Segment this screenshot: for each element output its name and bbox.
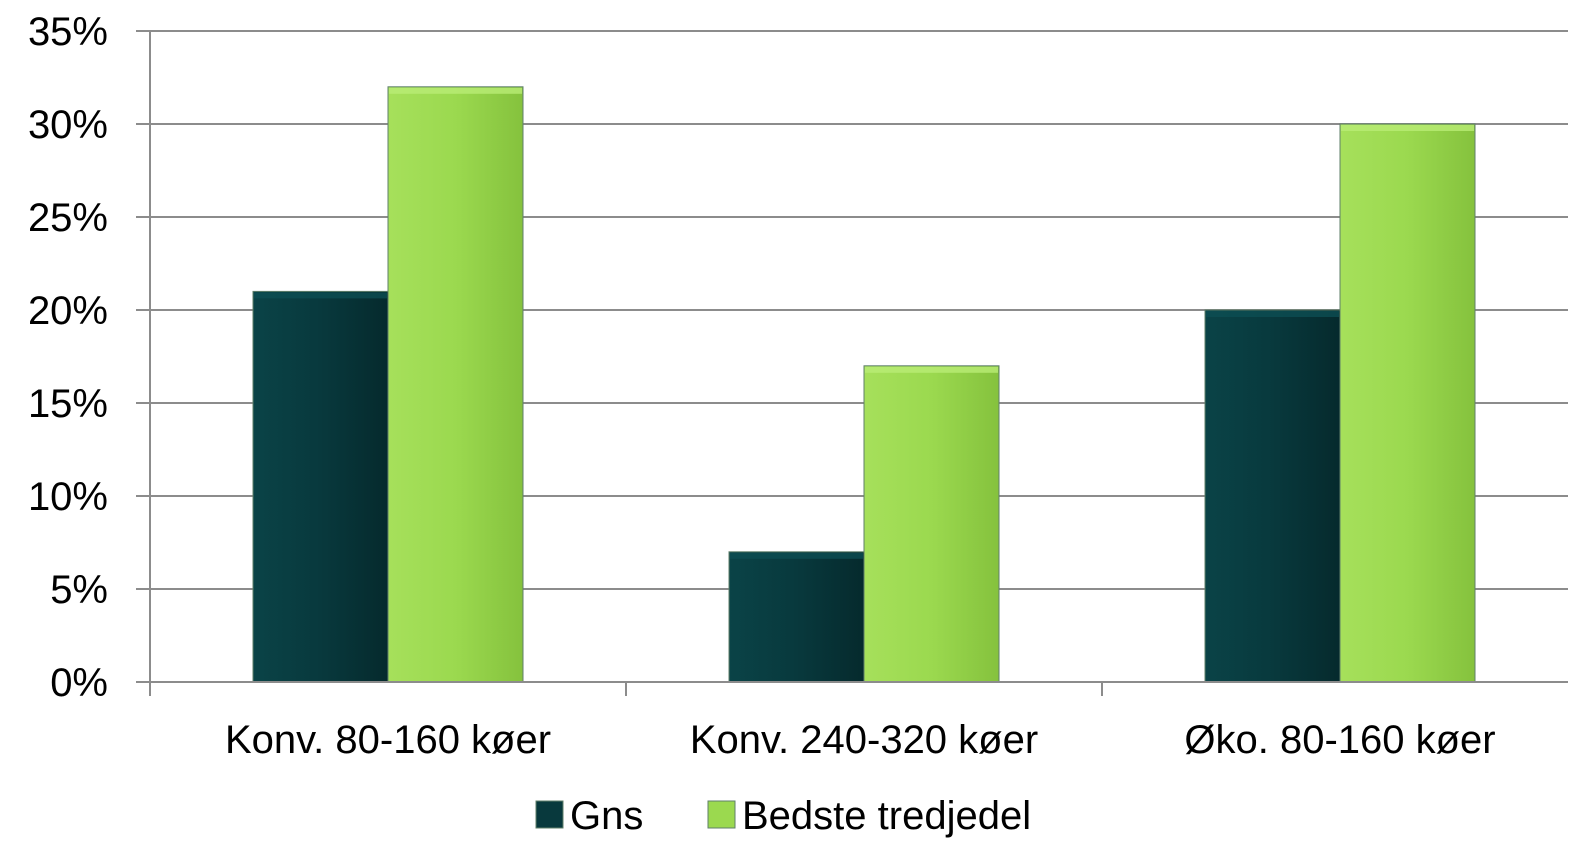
x-axis-tick-labels: Konv. 80-160 køer Konv. 240-320 køer Øko. … [225, 718, 1496, 762]
legend-swatch-gns [535, 800, 564, 829]
bar-top-bevel [254, 292, 387, 299]
bar-top-bevel [865, 366, 998, 373]
x-tick-label: Øko. 80-160 køer [1184, 718, 1495, 762]
bar-top-bevel [389, 87, 522, 94]
bar-top-bevel [1341, 125, 1474, 131]
legend: Gns Bedste tredjedel [535, 794, 1031, 838]
x-tick-label: Konv. 240-320 køer [690, 718, 1038, 762]
bar-top-bevel [730, 552, 863, 559]
y-tick-label: 25% [28, 196, 108, 240]
y-tick-label: 5% [50, 568, 108, 612]
legend-swatch-bedste-tredjedel [707, 800, 736, 829]
y-tick-label: 20% [28, 289, 108, 333]
bar-gns-1 [728, 551, 865, 683]
x-axis [136, 30, 1568, 696]
bars [252, 86, 1476, 683]
y-tick-label: 15% [28, 382, 108, 426]
bar-bedste-tredjedel-1 [863, 365, 1000, 683]
y-tick-label: 35% [28, 10, 108, 54]
x-tick-label: Konv. 80-160 køer [225, 718, 551, 762]
bar-gns-0 [252, 290, 389, 683]
y-tick-label: 0% [50, 661, 108, 705]
y-tick-label: 10% [28, 475, 108, 519]
bar-top-bevel [1206, 311, 1339, 317]
bar-bedste-tredjedel-0 [387, 86, 524, 683]
bar-gns-2 [1204, 309, 1341, 683]
y-axis-tick-labels: 0% 5% 10% 15% 20% 25% 30% 35% [28, 10, 108, 705]
legend-label-gns: Gns [570, 794, 643, 838]
y-tick-label: 30% [28, 103, 108, 147]
bar-bedste-tredjedel-2 [1339, 123, 1476, 683]
legend-label-bedste-tredjedel: Bedste tredjedel [742, 794, 1031, 838]
